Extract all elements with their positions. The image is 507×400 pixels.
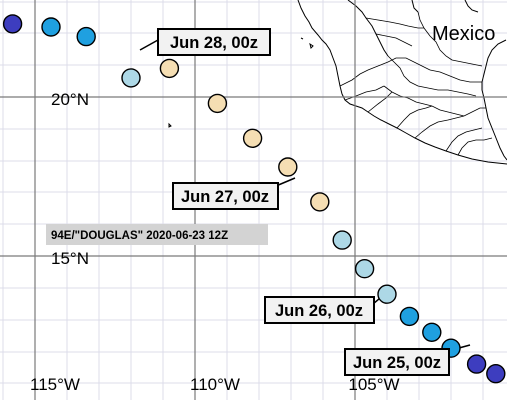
date-label-jun-25: Jun 25, 00z bbox=[353, 354, 441, 372]
track-point-8 bbox=[278, 157, 298, 177]
country-label-mexico: Mexico bbox=[432, 23, 495, 45]
lon-label-105w: 105°W bbox=[348, 375, 399, 394]
track-point-10 bbox=[332, 230, 352, 250]
date-box-jun-28 bbox=[157, 28, 271, 56]
track-point-12 bbox=[377, 284, 397, 304]
storm-title-box bbox=[46, 224, 268, 245]
lat-label-15n: 15°N bbox=[51, 249, 89, 268]
track-point-13 bbox=[399, 306, 420, 327]
track-point-4 bbox=[121, 68, 141, 88]
track-point-7 bbox=[242, 128, 263, 149]
date-label-jun-27: Jun 27, 00z bbox=[181, 188, 269, 206]
lon-label-115w: 115°W bbox=[30, 375, 80, 394]
date-box-jun-26 bbox=[264, 296, 375, 324]
track-points bbox=[2, 14, 506, 384]
track-point-2 bbox=[41, 17, 61, 37]
date-box-jun-25 bbox=[344, 348, 450, 376]
track-point-5 bbox=[159, 58, 180, 79]
lon-label-110w: 110°W bbox=[190, 375, 240, 394]
track-point-11 bbox=[354, 259, 375, 279]
date-label-jun-26: Jun 26, 00z bbox=[275, 302, 363, 320]
track-point-6 bbox=[207, 93, 228, 114]
track-point-17 bbox=[486, 364, 506, 384]
track-point-16 bbox=[466, 354, 487, 374]
date-label-jun-28: Jun 28, 00z bbox=[170, 34, 258, 52]
mexico-coastline bbox=[168, 0, 507, 165]
leader-line-jun-27 bbox=[275, 177, 296, 187]
storm-title: 94E/"DOUGLAS" 2020-06-23 12Z bbox=[51, 230, 228, 242]
track-point-14 bbox=[422, 322, 442, 342]
mexico-state-borders bbox=[339, 11, 493, 156]
lat-label-20n: 20°N bbox=[51, 90, 89, 109]
leader-line-jun-28 bbox=[139, 39, 159, 51]
date-box-jun-27 bbox=[172, 182, 279, 210]
track-point-1 bbox=[2, 14, 23, 34]
track-point-9 bbox=[310, 192, 330, 212]
track-point-3 bbox=[76, 26, 96, 47]
